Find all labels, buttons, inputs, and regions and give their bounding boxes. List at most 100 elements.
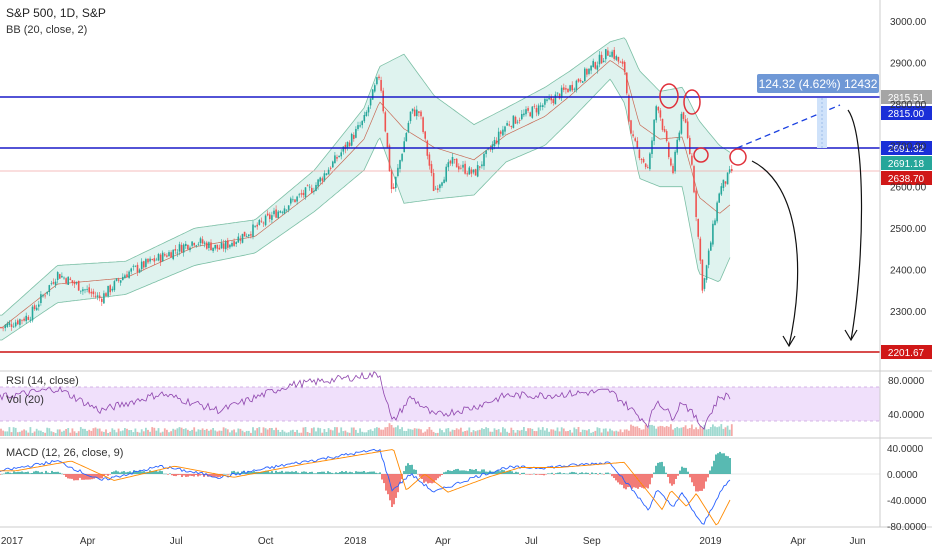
candle-body (699, 238, 702, 261)
macd-histogram-bar (5, 472, 7, 474)
volume-bar (602, 428, 605, 436)
volume-bar (699, 426, 702, 436)
candle-body (14, 322, 17, 327)
volume-bar (216, 431, 219, 436)
macd-histogram-bar (23, 472, 25, 474)
macd-histogram-bar (435, 474, 437, 481)
symbol-title[interactable]: S&P 500, 1D, S&P (6, 6, 106, 20)
volume-bar (172, 428, 175, 436)
macd-histogram-bar (151, 471, 153, 474)
volume-bar (514, 432, 517, 436)
volume-bar (283, 431, 286, 436)
macd-histogram-bar (449, 470, 451, 474)
candle-body (149, 258, 151, 262)
candle-body (577, 78, 580, 82)
volume-bar (703, 424, 706, 436)
candle-body (23, 318, 25, 321)
macd-histogram-bar (25, 472, 27, 474)
volume-bar (535, 431, 538, 436)
volume-bar (361, 431, 364, 436)
macd-histogram-bar (11, 473, 13, 474)
volume-bar (231, 430, 233, 436)
time-axis-tick-label: 2017 (1, 536, 24, 547)
macd-histogram-bar (289, 471, 291, 474)
candle-body (416, 109, 418, 117)
volume-bar (680, 427, 683, 436)
volume-bar (655, 428, 658, 436)
macd-histogram-bar (169, 473, 171, 474)
volume-bar (208, 430, 210, 436)
downside-arrow-1 (751, 160, 799, 347)
macd-histogram-bar (695, 474, 697, 492)
macd-histogram-bar (111, 472, 113, 474)
volume-bar (638, 428, 641, 436)
macd-histogram-bar (375, 472, 377, 474)
volume-bar (226, 429, 229, 436)
rsi-panel[interactable] (0, 371, 880, 436)
bb-indicator-label[interactable]: BB (20, close, 2) (6, 24, 87, 36)
macd-axis-tick-label: -80.0000 (887, 522, 927, 533)
price-axis-tick-label: 3000.00 (890, 17, 927, 28)
candle-body (544, 98, 546, 105)
volume-bar (168, 432, 170, 436)
candle-body (554, 94, 557, 105)
macd-panel[interactable] (0, 448, 880, 526)
candle-body (304, 187, 307, 198)
macd-histogram-bar (285, 471, 287, 474)
candle-body (353, 134, 355, 139)
candle-body (424, 131, 426, 139)
time-axis-tick-label: Apr (80, 536, 96, 547)
candle-body (697, 219, 699, 237)
candle-body (237, 236, 240, 243)
volume-bar (132, 432, 135, 436)
macd-histogram-bar (661, 461, 663, 474)
macd-histogram-bar (347, 472, 349, 474)
macd-histogram-bar (541, 474, 543, 475)
macd-histogram-bar (275, 470, 277, 474)
candle-body (485, 150, 487, 154)
candle-body (655, 106, 657, 121)
volume-bar (525, 431, 527, 436)
volume-bar (325, 432, 328, 436)
volume-bar (166, 429, 168, 436)
macd-histogram-bar (199, 474, 201, 476)
macd-histogram-bar (335, 472, 337, 474)
candle-body (672, 165, 674, 174)
volume-bar (418, 428, 420, 436)
candle-body (306, 185, 309, 187)
macd-histogram-bar (693, 474, 695, 487)
macd-histogram-bar (585, 472, 587, 474)
candle-body (323, 173, 326, 181)
volume-bar (289, 430, 292, 436)
candle-body (731, 169, 733, 171)
macd-histogram-bar (293, 471, 295, 474)
macd-histogram-bar (263, 471, 265, 474)
candle-body (407, 122, 410, 133)
vol-label[interactable]: Vol (20) (6, 394, 44, 406)
macd-label[interactable]: MACD (12, 26, close, 9) (6, 447, 123, 459)
price-panel[interactable]: 124.32 (4.62%) 12432 (0, 37, 880, 353)
volume-bar (103, 431, 105, 436)
volume-bar (577, 427, 580, 436)
volume-bar (661, 426, 664, 436)
volume-bar (401, 427, 403, 436)
volume-bar (552, 429, 555, 436)
macd-histogram-bar (667, 474, 669, 477)
macd-histogram-bar (329, 472, 331, 474)
macd-histogram-bar (331, 472, 333, 474)
volume-bar (527, 428, 529, 436)
macd-histogram-bar (205, 474, 207, 476)
macd-histogram-bar (69, 474, 71, 479)
volume-bar (346, 432, 349, 436)
candle-body (294, 199, 296, 203)
macd-histogram-bar (595, 473, 597, 474)
candle-body (96, 295, 99, 297)
rsi-label[interactable]: RSI (14, close) (6, 375, 79, 387)
candle-body (428, 154, 431, 166)
volume-bar (447, 428, 450, 436)
rsi-band (0, 387, 880, 421)
macd-histogram-bar (513, 472, 515, 474)
volume-bar (709, 427, 712, 436)
macd-histogram-bar (291, 471, 293, 474)
